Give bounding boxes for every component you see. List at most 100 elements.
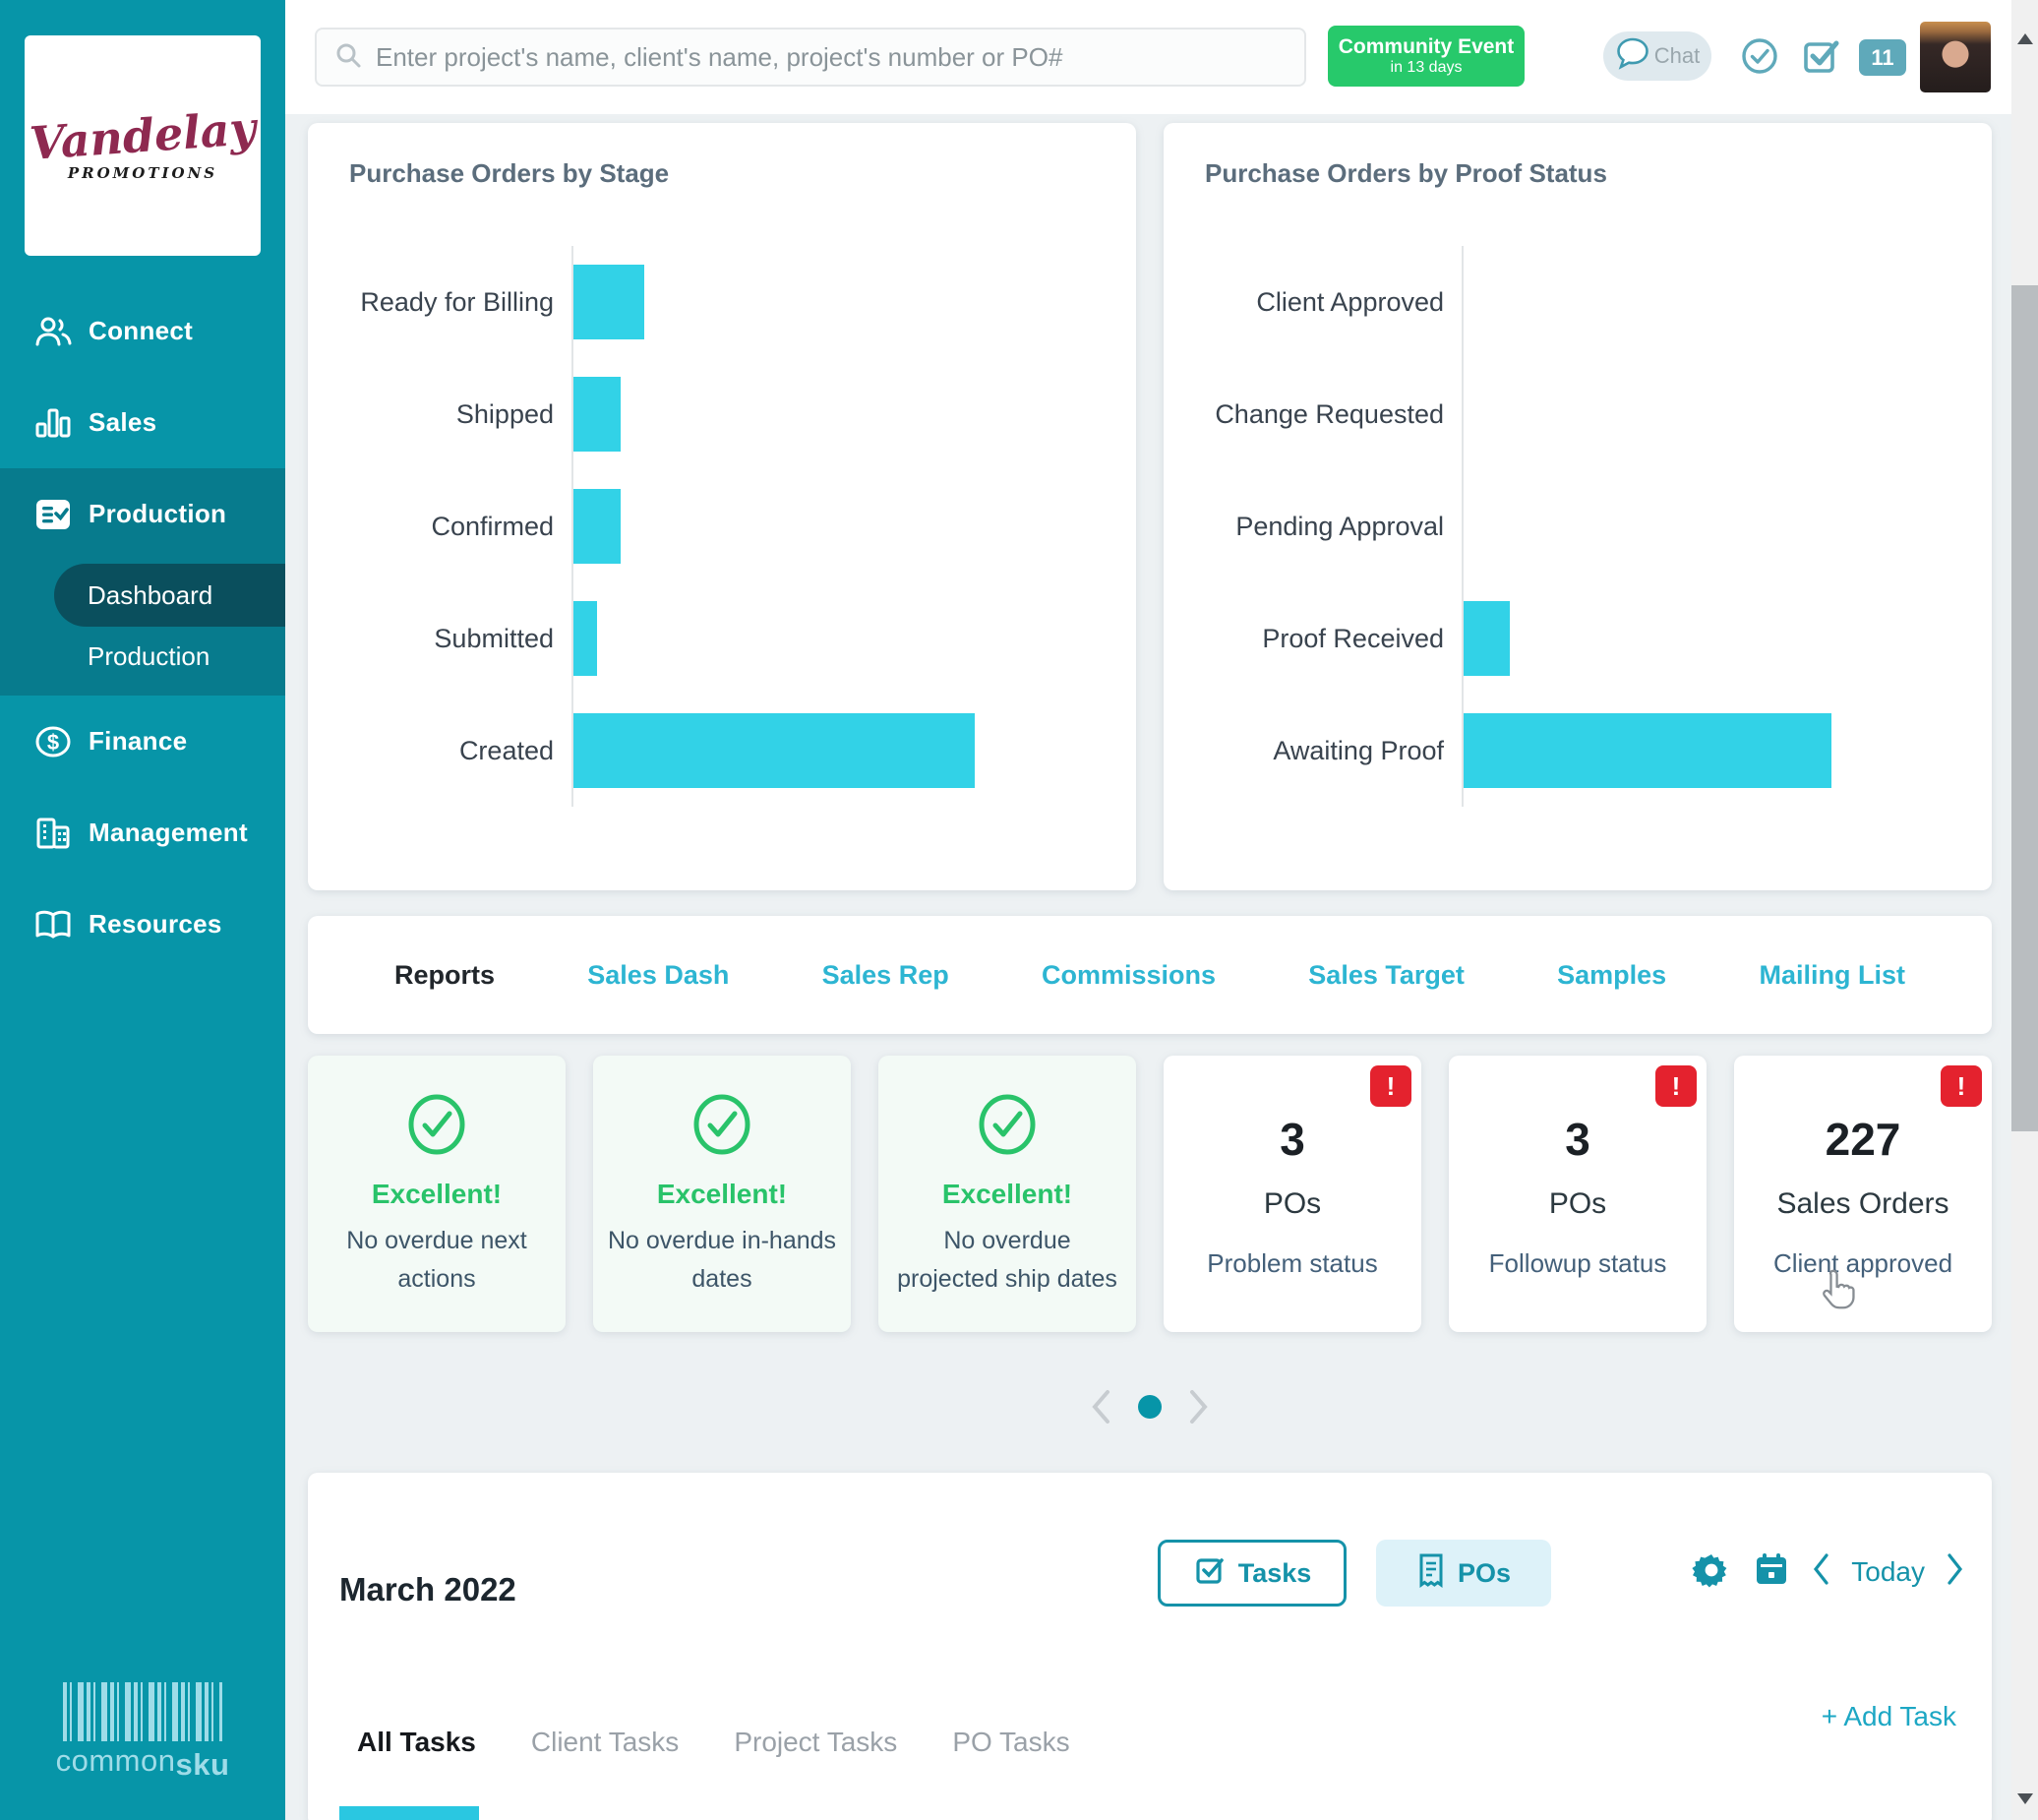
carousel-prev-icon[interactable] <box>1089 1389 1112 1425</box>
calendar-prev-icon[interactable] <box>1812 1552 1829 1591</box>
sidebar-item-label: Sales <box>89 407 157 437</box>
community-event-button[interactable]: Community Event in 13 days <box>1328 26 1525 87</box>
svg-text:$: $ <box>47 730 59 755</box>
status-card-title: Excellent! <box>656 1179 788 1209</box>
status-card-text: No overdue in-hands dates <box>607 1227 837 1293</box>
sidebar-nav: Connect Sales Production Dashboard Produ… <box>0 285 285 970</box>
cards-carousel-controls <box>308 1385 1992 1428</box>
check-circle-icon <box>593 1093 851 1161</box>
commonsku-logo-text-sku: sku <box>175 1747 230 1782</box>
chart-plot-area <box>571 246 1136 807</box>
chart-bar[interactable] <box>573 377 621 452</box>
carousel-dot[interactable] <box>1138 1395 1162 1419</box>
calendar-card: March 2022 Tasks POs Today <box>308 1473 1992 1820</box>
clock-check-icon[interactable] <box>1739 35 1780 82</box>
status-card-followup-pos[interactable]: ! 3 POs Followup status <box>1449 1056 1707 1332</box>
tab-mailing-list[interactable]: Mailing List <box>1759 959 1905 990</box>
page-scrollbar[interactable] <box>2011 0 2038 1820</box>
chart-bar[interactable] <box>573 713 975 788</box>
calendar-next-icon[interactable] <box>1947 1552 1964 1591</box>
scrollbar-thumb[interactable] <box>2011 285 2038 1131</box>
tab-sales-rep[interactable]: Sales Rep <box>821 959 949 990</box>
checkbox-tasks-icon[interactable] <box>1800 35 1843 82</box>
tab-sales-target[interactable]: Sales Target <box>1308 959 1465 990</box>
report-tabs-bar: Reports Sales Dash Sales Rep Commissions… <box>308 916 1992 1034</box>
chart-bar[interactable] <box>573 489 621 564</box>
tab-commissions[interactable]: Commissions <box>1041 959 1217 990</box>
scrollbar-up-arrow[interactable] <box>2017 33 2033 44</box>
status-card-text: No overdue next actions <box>346 1227 527 1293</box>
sidebar-item-connect[interactable]: Connect <box>0 285 285 377</box>
dollar-circle-icon: $ <box>33 723 73 760</box>
tab-client-tasks[interactable]: Client Tasks <box>530 1727 680 1757</box>
company-logo-tagline: PROMOTIONS <box>67 164 218 182</box>
chart-category-label: Created <box>458 735 554 765</box>
status-card-value: 227 <box>1825 1114 1901 1165</box>
chart-category-label: Pending Approval <box>1235 511 1444 541</box>
search-icon <box>334 41 362 74</box>
chart-bar[interactable] <box>1464 601 1510 676</box>
status-card-next-actions[interactable]: Excellent! No overdue next actions <box>308 1056 566 1332</box>
alert-badge: ! <box>1655 1065 1697 1107</box>
sidebar-item-management[interactable]: Management <box>0 787 285 879</box>
calendar-controls: Today <box>1692 1549 1964 1594</box>
task-tabs: All Tasks Client Tasks Project Tasks PO … <box>357 1727 1070 1758</box>
status-card-ship-dates[interactable]: Excellent! No overdue projected ship dat… <box>878 1056 1136 1332</box>
pos-button-label: POs <box>1457 1557 1512 1588</box>
calendar-icon[interactable] <box>1753 1550 1790 1593</box>
tasks-view-button[interactable]: Tasks <box>1158 1540 1347 1607</box>
tab-all-tasks[interactable]: All Tasks <box>357 1727 476 1757</box>
bar-chart-icon <box>33 406 73 440</box>
carousel-next-icon[interactable] <box>1187 1389 1211 1425</box>
commonsku-logo[interactable]: commonsku <box>0 1682 285 1782</box>
today-button[interactable]: Today <box>1851 1555 1925 1587</box>
community-event-title: Community Event <box>1338 34 1515 58</box>
chart-bar[interactable] <box>573 265 644 339</box>
status-card-sublabel: Problem status <box>1207 1248 1378 1278</box>
chart-po-by-proof-status: Purchase Orders by Proof Status Client A… <box>1164 123 1992 890</box>
sidebar-item-sales[interactable]: Sales <box>0 377 285 468</box>
search-input[interactable] <box>376 41 1290 73</box>
chart-title: Purchase Orders by Proof Status <box>1205 158 1607 188</box>
notification-badge[interactable]: 11 <box>1859 39 1906 76</box>
sidebar-subitem-production[interactable]: Production <box>54 627 285 686</box>
barcode-graphic <box>63 1682 222 1741</box>
tab-project-tasks[interactable]: Project Tasks <box>734 1727 898 1757</box>
company-logo[interactable]: Vandelay PROMOTIONS <box>25 35 261 256</box>
sidebar-item-label: Management <box>89 818 248 847</box>
people-icon <box>33 315 73 348</box>
check-circle-icon <box>878 1093 1136 1161</box>
status-card-value: 3 <box>1280 1114 1305 1165</box>
status-card-label: POs <box>1548 1187 1607 1220</box>
sidebar-item-label: Resources <box>89 909 222 939</box>
scrollbar-down-arrow[interactable] <box>2017 1793 2033 1804</box>
status-card-in-hands[interactable]: Excellent! No overdue in-hands dates <box>593 1056 851 1332</box>
tab-po-tasks[interactable]: PO Tasks <box>952 1727 1070 1757</box>
company-logo-name: Vandelay <box>28 101 258 170</box>
alert-badge: ! <box>1941 1065 1982 1107</box>
tasks-button-label: Tasks <box>1237 1557 1312 1588</box>
chart-category-label: Client Approved <box>1256 286 1444 317</box>
tab-sales-dash[interactable]: Sales Dash <box>587 959 730 990</box>
chart-title: Purchase Orders by Stage <box>349 158 670 188</box>
user-avatar[interactable] <box>1920 22 1991 92</box>
chart-category-label: Shipped <box>455 398 554 429</box>
chart-bar[interactable] <box>573 601 597 676</box>
chart-po-by-stage: Purchase Orders by Stage Ready for Billi… <box>308 123 1136 890</box>
chart-category-label: Ready for Billing <box>360 286 554 317</box>
chat-button[interactable]: Chat <box>1603 31 1711 81</box>
sidebar-item-production[interactable]: Production <box>0 468 285 560</box>
status-card-problem-pos[interactable]: ! 3 POs Problem status <box>1164 1056 1421 1332</box>
sidebar-subitem-label: Production <box>88 640 210 671</box>
settings-gear-icon[interactable] <box>1692 1549 1731 1594</box>
sidebar-item-resources[interactable]: Resources <box>0 879 285 970</box>
chart-bar[interactable] <box>1464 713 1832 788</box>
sidebar-subitem-dashboard[interactable]: Dashboard <box>54 564 285 627</box>
sidebar-subitem-label: Dashboard <box>88 579 213 610</box>
sidebar-item-finance[interactable]: $ Finance <box>0 696 285 787</box>
tab-samples[interactable]: Samples <box>1557 959 1667 990</box>
pos-view-button[interactable]: POs <box>1376 1540 1551 1607</box>
status-card-client-approved[interactable]: ! 227 Sales Orders Client approved <box>1734 1056 1992 1332</box>
tab-reports[interactable]: Reports <box>394 959 496 990</box>
add-task-button[interactable]: + Add Task <box>1821 1701 1956 1731</box>
